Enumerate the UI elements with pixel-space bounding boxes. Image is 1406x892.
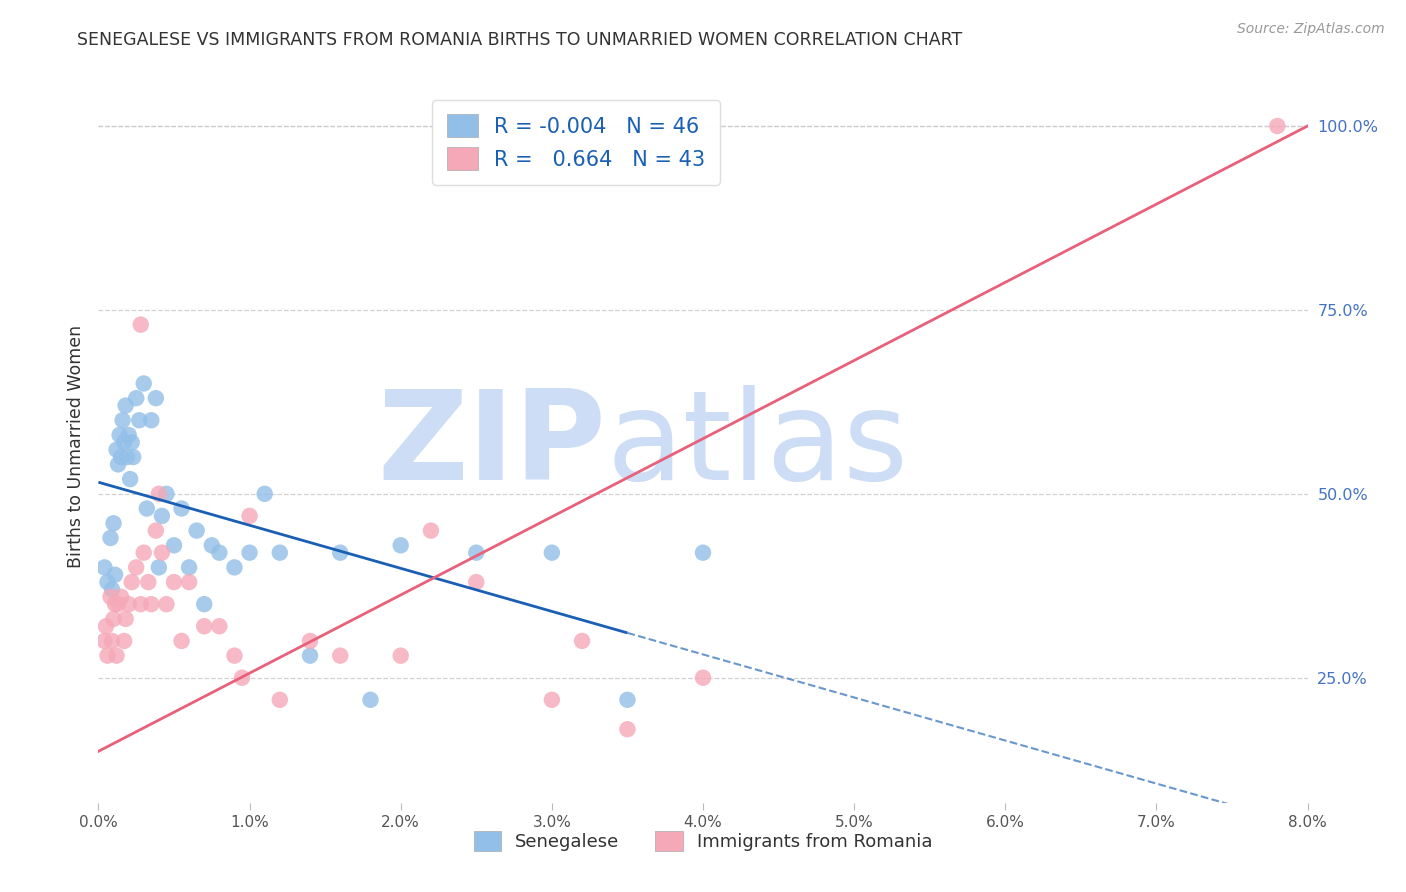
Point [120, 472, 142, 486]
Point [125, 560, 148, 574]
Point [136, 575, 159, 590]
Point [104, 567, 127, 582]
Point [111, 413, 134, 427]
Point [148, 560, 170, 574]
Point [360, 693, 382, 707]
Point [129, 597, 152, 611]
Point [118, 597, 141, 611]
Point [101, 582, 124, 597]
Point [155, 597, 177, 611]
Point [107, 597, 129, 611]
Text: SENEGALESE VS IMMIGRANTS FROM ROMANIA BIRTHS TO UNMARRIED WOMEN CORRELATION CHAR: SENEGALESE VS IMMIGRANTS FROM ROMANIA BI… [77, 31, 963, 49]
Point [128, 413, 150, 427]
Point [132, 546, 155, 560]
Point [170, 634, 193, 648]
Point [155, 487, 177, 501]
Point [163, 538, 186, 552]
Point [170, 501, 193, 516]
Point [125, 391, 148, 405]
Point [616, 693, 638, 707]
Point [94, 619, 117, 633]
Point [224, 648, 246, 663]
Point [115, 450, 138, 464]
Point [692, 546, 714, 560]
Point [150, 508, 173, 523]
Point [329, 648, 352, 663]
Point [104, 597, 127, 611]
Point [112, 435, 135, 450]
Point [100, 531, 122, 545]
Point [145, 391, 167, 405]
Point [121, 575, 143, 590]
Point [114, 612, 136, 626]
Text: ZIP: ZIP [378, 385, 606, 507]
Point [96, 575, 118, 590]
Point [110, 590, 132, 604]
Point [692, 671, 714, 685]
Point [299, 648, 322, 663]
Point [231, 671, 253, 685]
Point [121, 435, 143, 450]
Point [96, 648, 118, 663]
Point [135, 501, 157, 516]
Y-axis label: Births to Unmarried Women: Births to Unmarried Women [66, 325, 84, 567]
Point [208, 619, 231, 633]
Point [299, 634, 322, 648]
Point [329, 546, 352, 560]
Point [163, 575, 186, 590]
Point [107, 458, 129, 472]
Point [540, 546, 562, 560]
Point [224, 560, 246, 574]
Point [93, 560, 115, 574]
Point [389, 648, 412, 663]
Point [420, 524, 443, 538]
Point [100, 590, 122, 604]
Point [616, 723, 638, 737]
Point [239, 546, 262, 560]
Point [179, 560, 201, 574]
Point [239, 508, 262, 523]
Point [105, 648, 128, 663]
Point [150, 546, 173, 560]
Point [103, 612, 125, 626]
Point [465, 575, 488, 590]
Point [253, 487, 276, 501]
Legend: Senegalese, Immigrants from Romania: Senegalese, Immigrants from Romania [467, 823, 939, 858]
Point [105, 442, 128, 457]
Point [269, 693, 291, 707]
Point [141, 413, 163, 427]
Text: Source: ZipAtlas.com: Source: ZipAtlas.com [1237, 22, 1385, 37]
Point [145, 524, 167, 538]
Point [118, 428, 141, 442]
Point [129, 318, 152, 332]
Point [114, 399, 136, 413]
Point [103, 516, 125, 531]
Point [186, 524, 208, 538]
Point [93, 634, 115, 648]
Point [1267, 119, 1289, 133]
Point [465, 546, 488, 560]
Point [389, 538, 412, 552]
Point [132, 376, 155, 391]
Point [101, 634, 124, 648]
Point [108, 428, 131, 442]
Point [112, 634, 135, 648]
Point [110, 450, 132, 464]
Point [148, 487, 170, 501]
Point [193, 619, 215, 633]
Point [201, 538, 224, 552]
Point [179, 575, 201, 590]
Point [571, 634, 593, 648]
Point [122, 450, 145, 464]
Point [193, 597, 215, 611]
Point [269, 546, 291, 560]
Point [208, 546, 231, 560]
Text: atlas: atlas [606, 385, 908, 507]
Point [141, 597, 163, 611]
Point [540, 693, 562, 707]
